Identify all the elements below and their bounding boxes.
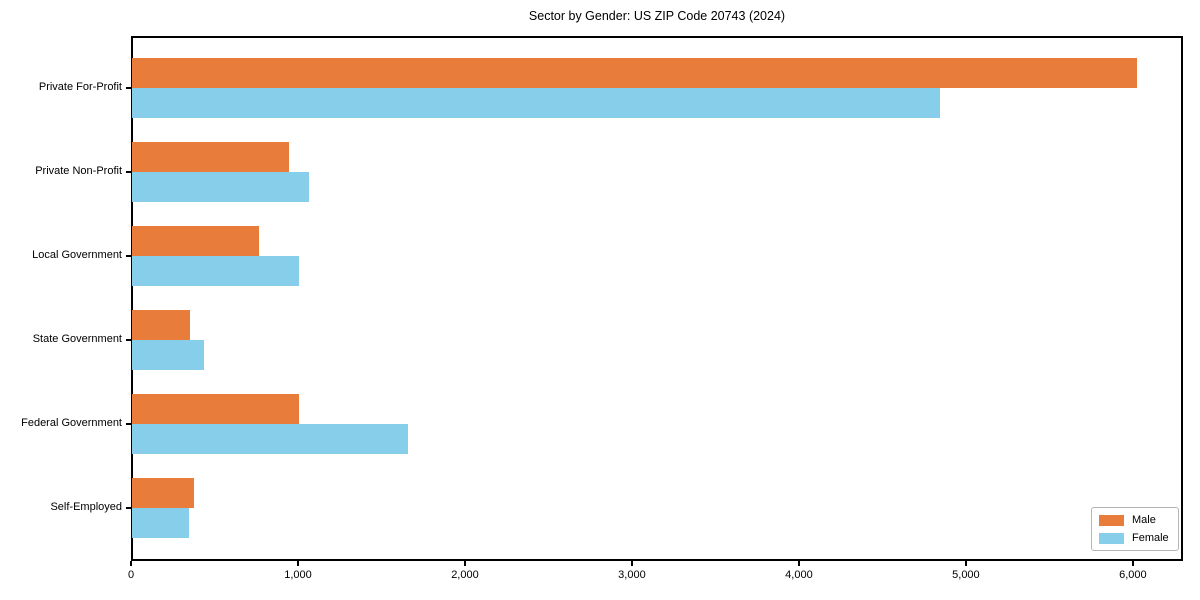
x-tick-mark [130,561,132,566]
bar-male-private-for-profit [132,58,1137,88]
x-tick-label: 5,000 [952,569,980,581]
y-tick-label: Local Government [32,249,122,261]
x-tick-label: 6,000 [1119,569,1147,581]
x-tick-mark [463,561,466,566]
chart-title: Sector by Gender: US ZIP Code 20743 (202… [528,9,786,23]
bar-female-self-employed [132,508,189,538]
x-tick-label: 1,000 [284,569,312,581]
bar-male-private-non-profit [132,142,289,172]
y-tick-mark [126,87,131,89]
y-tick-mark [126,255,131,257]
legend: Male Female [1091,507,1179,551]
x-tick-mark [964,561,967,566]
x-tick-mark [630,561,633,566]
legend-swatch-female [1099,532,1124,544]
y-tick-mark [126,423,131,425]
y-tick-label: Self-Employed [50,501,122,513]
bar-female-local-government [132,256,299,286]
x-tick-label: 0 [127,569,135,581]
bar-female-state-government [132,340,204,370]
bar-male-federal-government [132,394,299,424]
x-tick-label: 2,000 [451,569,479,581]
x-tick-label: 4,000 [785,569,813,581]
legend-swatch-male [1099,514,1124,526]
y-tick-label: Private For-Profit [38,81,122,93]
y-tick-mark [126,339,131,341]
x-tick-mark [797,561,800,566]
y-tick-label: Federal Government [21,417,122,429]
y-tick-label: Private Non-Profit [35,165,122,177]
bar-male-local-government [132,226,259,256]
legend-item-female: Female [1099,532,1169,544]
plot-area [131,36,1183,561]
bar-female-federal-government [132,424,408,454]
legend-label-female: Female [1132,532,1169,544]
x-tick-label: 3,000 [618,569,646,581]
x-tick-mark [1131,561,1134,566]
bar-male-self-employed [132,478,194,508]
legend-label-male: Male [1132,514,1156,526]
y-tick-mark [126,171,131,173]
bar-female-private-non-profit [132,172,309,202]
bar-male-state-government [132,310,190,340]
x-tick-mark [296,561,299,566]
legend-item-male: Male [1099,514,1169,526]
bar-female-private-for-profit [132,88,940,118]
y-tick-mark [126,507,131,509]
y-tick-label: State Government [32,333,122,345]
